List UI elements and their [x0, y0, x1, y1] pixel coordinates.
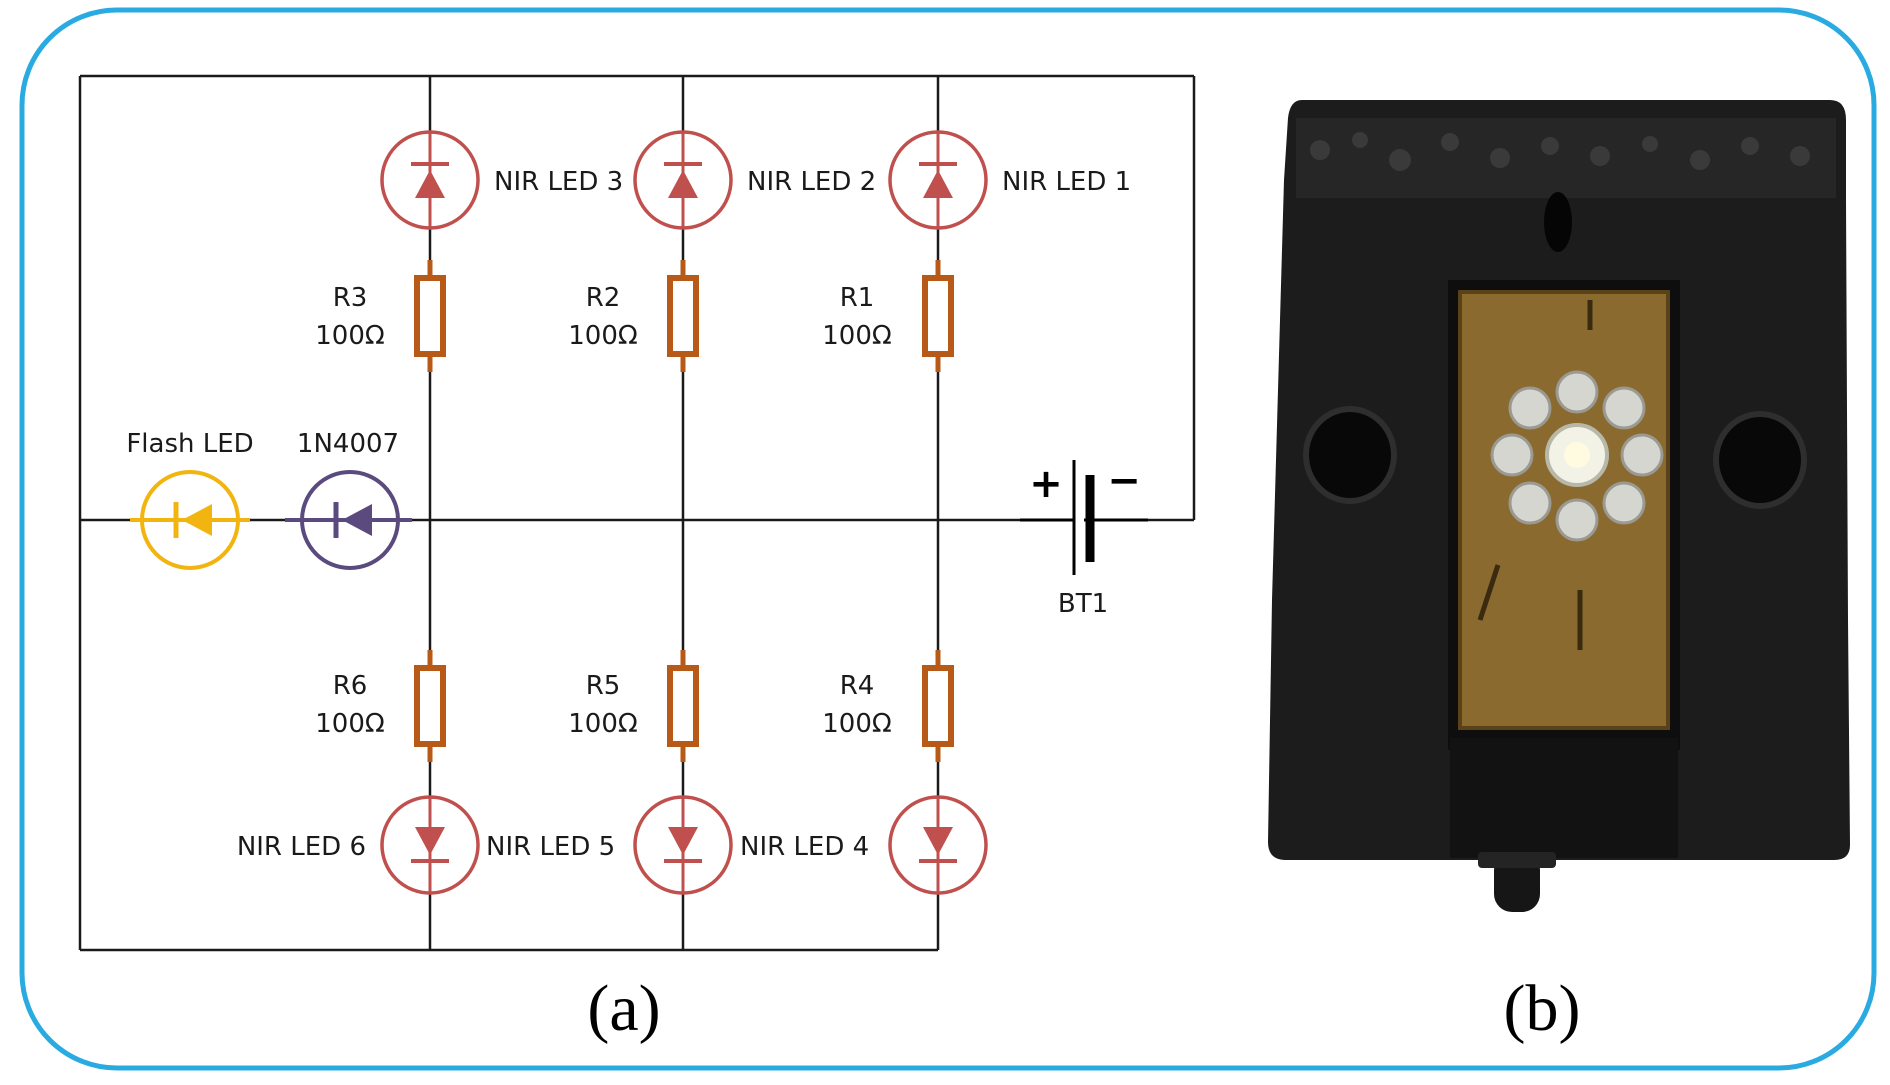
resistor-icon	[667, 665, 699, 747]
nir-led-3	[380, 130, 480, 230]
resistor-icon	[922, 665, 954, 747]
device-photo	[1268, 100, 1850, 912]
label-nir-led-2: NIR LED 2	[747, 167, 876, 197]
battery-plus-sign: +	[1029, 461, 1063, 507]
battery-icon	[1020, 460, 1148, 575]
battery-minus-sign: −	[1107, 458, 1141, 504]
label-nir-led-1: NIR LED 1	[1002, 167, 1131, 197]
led-icon	[923, 827, 953, 855]
led-icon	[668, 827, 698, 855]
led-icon	[668, 170, 698, 198]
label-nir-led-6: NIR LED 6	[237, 832, 366, 862]
led-cluster	[1490, 370, 1664, 542]
label-flash-led: Flash LED	[126, 429, 253, 459]
led-icon	[923, 170, 953, 198]
flash-led	[130, 470, 250, 570]
diode-icon	[342, 504, 372, 536]
mounting-hole-left	[1303, 406, 1397, 504]
label-r1-name: R1	[840, 283, 875, 313]
label-diode: 1N4007	[297, 429, 399, 459]
label-r6-name: R6	[333, 671, 368, 701]
led-icon	[182, 504, 212, 536]
figure-frame	[19, 7, 1877, 1071]
led-icon	[415, 170, 445, 198]
resistor-icon	[922, 275, 954, 357]
resistor-icon	[414, 665, 446, 747]
diode-1n4007	[285, 470, 412, 570]
label-r5-value: 100Ω	[568, 709, 638, 739]
nir-led-5	[633, 795, 733, 895]
label-r3-value: 100Ω	[315, 321, 385, 351]
label-battery: BT1	[1058, 589, 1108, 619]
housing-slot	[1544, 192, 1572, 252]
nir-led-1	[888, 130, 988, 230]
caption-a: (a)	[587, 972, 660, 1045]
led-icon	[415, 827, 445, 855]
caption-b: (b)	[1504, 972, 1581, 1045]
label-r4-value: 100Ω	[822, 709, 892, 739]
label-r4-name: R4	[840, 671, 875, 701]
circuit-schematic	[78, 74, 1196, 952]
resistor-icon	[414, 275, 446, 357]
label-r5-name: R5	[586, 671, 621, 701]
label-r2-value: 100Ω	[568, 321, 638, 351]
labels: NIR LED 3 NIR LED 2 NIR LED 1 NIR LED 6 …	[126, 167, 1131, 862]
label-r2-name: R2	[586, 283, 621, 313]
resistor-icon	[667, 275, 699, 357]
mounting-hole-right	[1713, 411, 1807, 509]
nir-led-2	[633, 130, 733, 230]
label-nir-led-4: NIR LED 4	[740, 832, 869, 862]
nir-led-4	[888, 795, 988, 895]
nir-led-6	[380, 795, 480, 895]
label-r3-name: R3	[333, 283, 368, 313]
label-nir-led-3: NIR LED 3	[494, 167, 623, 197]
label-r1-value: 100Ω	[822, 321, 892, 351]
label-r6-value: 100Ω	[315, 709, 385, 739]
label-nir-led-5: NIR LED 5	[486, 832, 615, 862]
